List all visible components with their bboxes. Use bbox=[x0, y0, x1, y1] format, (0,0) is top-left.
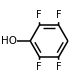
Text: HO: HO bbox=[0, 36, 16, 46]
Text: F: F bbox=[36, 62, 42, 72]
Text: F: F bbox=[36, 10, 42, 20]
Text: F: F bbox=[56, 62, 62, 72]
Text: F: F bbox=[56, 10, 62, 20]
